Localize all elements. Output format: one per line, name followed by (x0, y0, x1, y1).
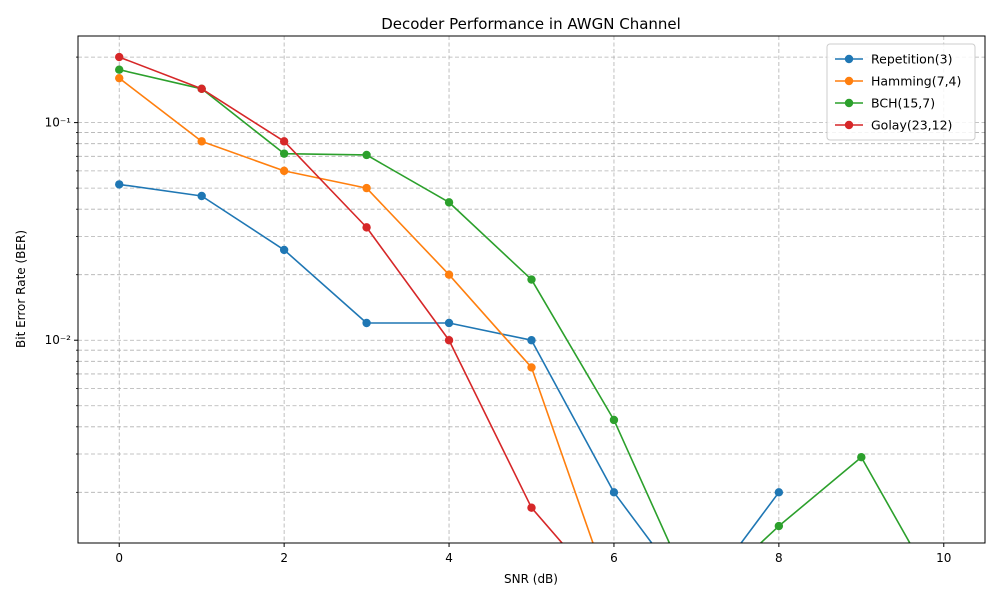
data-point (857, 453, 866, 462)
y-axis-title: Bit Error Rate (BER) (14, 230, 28, 348)
data-point (115, 65, 124, 74)
data-point (362, 318, 371, 328)
data-point (774, 521, 784, 531)
data-point (774, 488, 784, 497)
legend-box (826, 43, 976, 141)
x-tick-label: 0 (115, 551, 123, 565)
data-point (279, 166, 289, 176)
x-tick-label: 6 (610, 551, 618, 565)
axes: 0 2 4 6 8 10 10⁻² 10⁻¹ (45, 56, 951, 565)
x-tick-label: 10 (936, 551, 951, 565)
x-tick-label: 4 (445, 551, 453, 565)
data-point (527, 503, 536, 512)
legend-swatch-marker (844, 120, 854, 130)
x-tick-label: 8 (775, 551, 783, 565)
data-point (609, 415, 619, 425)
data-point (115, 180, 124, 189)
data-point (444, 198, 454, 207)
data-point (609, 488, 619, 497)
data-point (115, 52, 124, 62)
data-point (527, 363, 536, 372)
data-point (444, 336, 454, 345)
legend-swatch-marker (844, 54, 854, 64)
data-point (444, 318, 454, 328)
grid (78, 36, 985, 543)
legend-label: BCH(15,7) (871, 96, 935, 111)
data-point (362, 223, 371, 232)
legend-label: Golay(23,12) (871, 118, 952, 133)
x-axis-title: SNR (dB) (504, 572, 558, 586)
data-point (279, 149, 289, 158)
data-point (362, 150, 371, 160)
data-point (527, 275, 536, 284)
legend-label: Hamming(7,4) (871, 74, 961, 89)
data-point (362, 183, 371, 193)
data-point (197, 137, 206, 146)
data-point (279, 137, 289, 146)
chart-title: Decoder Performance in AWGN Channel (381, 15, 681, 33)
data-point (279, 245, 289, 255)
legend-label: Repetition(3) (871, 52, 952, 67)
data-point (115, 73, 124, 83)
markers-area (115, 52, 866, 531)
legend-swatch-marker (844, 98, 854, 108)
plot-frame (77, 35, 986, 544)
data-point (444, 270, 454, 279)
x-tick-label: 2 (280, 551, 288, 565)
data-point (527, 336, 536, 345)
legend-swatch-marker (844, 76, 854, 86)
legend: Repetition(3) Hamming(7,4) BCH(15,7) Golay(… (826, 43, 976, 141)
data-point (197, 84, 206, 93)
y-tick-label: 10⁻¹ (45, 116, 72, 130)
data-point (197, 191, 206, 201)
y-tick-label: 10⁻² (45, 333, 72, 347)
